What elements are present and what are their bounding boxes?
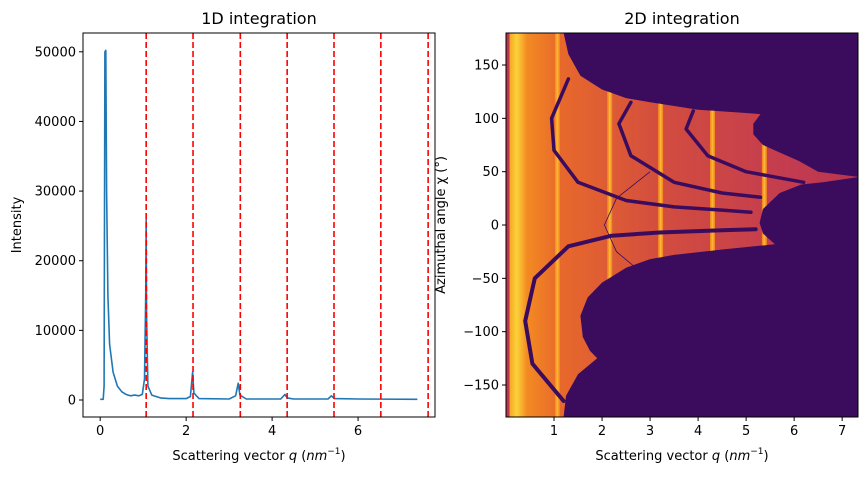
xlabel-2d: Scattering vector q (nm−1) <box>595 447 768 464</box>
plot-area-2d <box>506 33 858 417</box>
axis-1d-ytick-label: 50000 <box>35 45 76 60</box>
xlabel-text: Scattering vector <box>172 449 289 464</box>
xlabel-unit: nm <box>306 449 327 464</box>
bragg-ring-stripe-core <box>711 33 714 417</box>
axis-2d-ytick-label: −150 <box>463 379 499 394</box>
axis-2d-ytick-label: −100 <box>463 325 499 340</box>
axis-1d-xtick-label: 4 <box>268 424 276 439</box>
axis-2d-xtick-label: 5 <box>742 424 750 439</box>
xlabel-unit: nm <box>729 449 750 464</box>
xlabel-exp: −1 <box>327 447 340 457</box>
module-gap-arc <box>617 100 763 200</box>
beamstop-edge-strip <box>506 33 510 417</box>
ticks-1d: 0 2 4 6 0 10000 20000 30000 40000 50000 <box>35 45 363 439</box>
bragg-ring-stripe-core <box>659 33 662 417</box>
plot-1d: 1D integration 0 2 4 6 0 10000 20000 30000 40000… <box>10 9 436 464</box>
axis-2d-ytick-label: 100 <box>474 112 499 127</box>
series-line <box>100 49 418 401</box>
axis-2d-xtick-label: 1 <box>550 424 558 439</box>
axis-1d-ytick-label: 10000 <box>35 324 76 339</box>
heatmap-intensity-region <box>506 33 858 417</box>
module-gap-arc <box>549 77 753 214</box>
module-gap-arc <box>684 109 806 185</box>
ylabel-1d: Intensity <box>10 196 25 253</box>
axis-1d-ytick-label: 40000 <box>35 115 76 130</box>
ticks-2d: 1 2 3 4 5 6 7 −150 −100 −50 0 50 100 150 <box>463 59 846 440</box>
axis-2d-xtick-label: 4 <box>694 424 702 439</box>
axis-2d-ytick-label: 150 <box>474 59 499 74</box>
axis-1d-ytick-label: 30000 <box>35 185 76 200</box>
ylabel-2d: Azimuthal angle χ (°) <box>434 156 449 294</box>
axis-1d-ytick-label: 0 <box>68 394 76 409</box>
axis-2d-ytick-label: −50 <box>472 272 499 287</box>
axis-1d-xtick-label: 2 <box>182 424 190 439</box>
axis-2d-xtick-label: 7 <box>838 424 846 439</box>
axes-frame-1d <box>82 32 436 418</box>
axis-2d-xtick-label: 6 <box>790 424 798 439</box>
xlabel-text: Scattering vector <box>595 449 712 464</box>
bragg-ring-stripe-core <box>608 33 611 417</box>
xlabel-exp: −1 <box>750 447 763 457</box>
xlabel-var: q <box>712 449 720 464</box>
plot-2d: 2D integration 1 2 3 4 5 6 7−150−100−500501001… <box>434 9 859 464</box>
axis-2d-xtick-label: 3 <box>646 424 654 439</box>
axis-2d-ytick-label: 50 <box>482 165 499 180</box>
xlabel-1d: Scattering vector q (nm−1) <box>172 447 345 464</box>
axis-1d-ytick-label: 20000 <box>35 254 76 269</box>
plot-area-1d <box>100 33 429 417</box>
axis-2d-xtick-label: 2 <box>598 424 606 439</box>
axis-2d-ytick-label: 0 <box>491 219 499 234</box>
axis-1d-xtick-label: 0 <box>96 424 104 439</box>
title-1d: 1D integration <box>201 9 316 28</box>
thin-gap-arc <box>603 171 651 269</box>
xlabel-var: q <box>289 449 297 464</box>
bragg-ring-stripe-core <box>556 33 559 417</box>
axis-1d-xtick-label: 6 <box>354 424 362 439</box>
title-2d: 2D integration <box>624 9 739 28</box>
module-gap-arc <box>523 227 758 403</box>
